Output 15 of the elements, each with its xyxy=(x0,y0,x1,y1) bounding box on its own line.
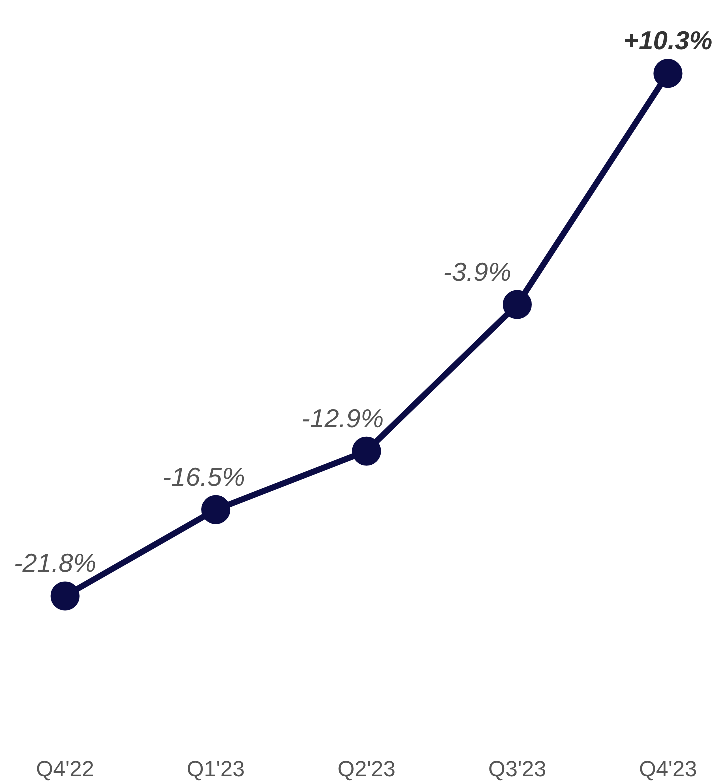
x-tick-label: Q4'23 xyxy=(639,756,698,782)
point xyxy=(654,59,683,88)
point xyxy=(502,290,532,320)
x-tick-label: Q3'23 xyxy=(488,756,547,782)
data-label: +10.3% xyxy=(624,26,713,56)
point xyxy=(50,582,80,611)
data-label: -21.8% xyxy=(14,548,97,578)
point xyxy=(202,495,231,524)
x-tick-label: Q1'23 xyxy=(187,756,246,782)
data-label: -16.5% xyxy=(162,462,246,492)
x-tick-label: Q4'22 xyxy=(36,756,94,782)
data-label: -3.9% xyxy=(444,256,512,287)
data-label: -12.9% xyxy=(302,403,384,434)
point xyxy=(352,436,382,466)
x-tick-label: Q2'23 xyxy=(338,756,396,782)
